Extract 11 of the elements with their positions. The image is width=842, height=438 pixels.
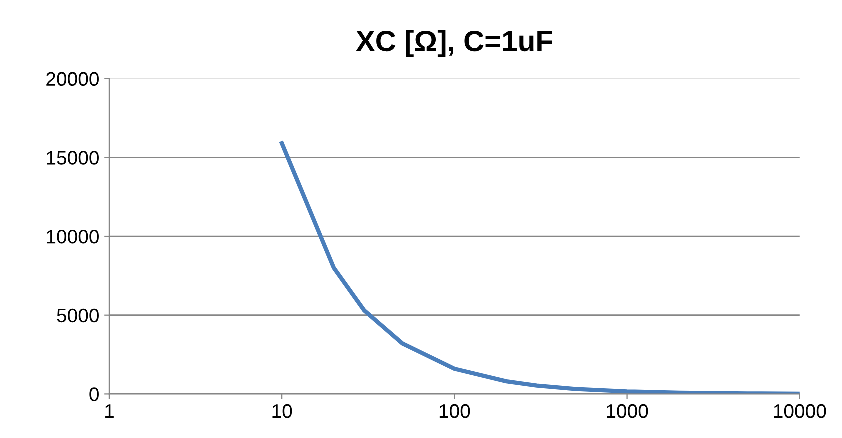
x-tick-label: 100 <box>440 404 470 418</box>
y-tick-label: 5000 <box>57 308 99 323</box>
x-tick-label: 1 <box>106 404 114 418</box>
y-tick-label: 0 <box>90 388 99 402</box>
y-tick-label: 15000 <box>47 151 99 165</box>
x-tick-label: 10 <box>272 404 292 418</box>
y-tick-label: 20000 <box>46 72 99 86</box>
x-tick-label: 1000 <box>607 404 648 418</box>
chart-title: XC [Ω], C=1uF <box>356 30 552 58</box>
x-tick-label: 10000 <box>774 404 826 418</box>
y-tick-label: 10000 <box>47 230 99 244</box>
